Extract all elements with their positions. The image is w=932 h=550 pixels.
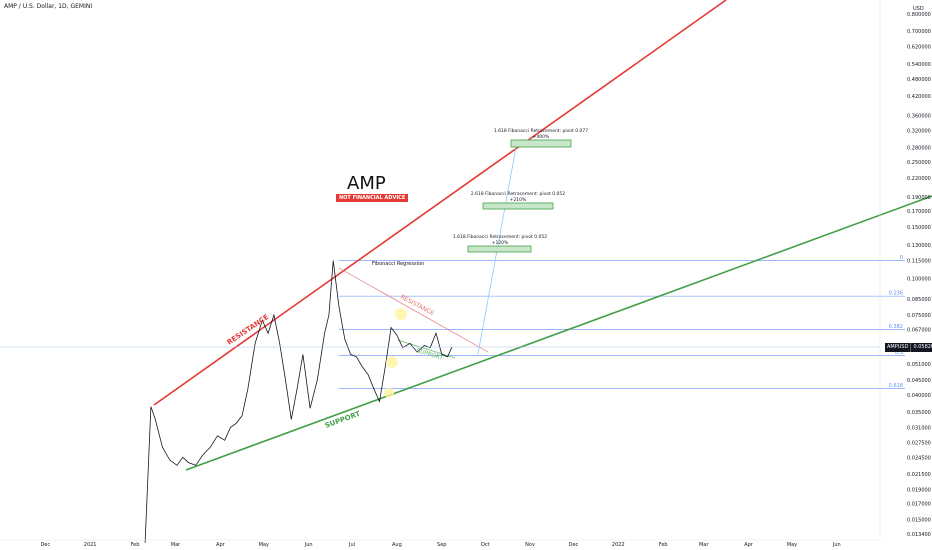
y-tick-label: 0.700000 — [907, 29, 931, 35]
y-tick-label: 0.480000 — [907, 77, 931, 83]
x-tick-label: Feb — [131, 542, 140, 548]
chart-annotation-title: AMP — [347, 173, 386, 194]
plot-area — [0, 0, 880, 540]
y-tick-label: 0.027500 — [907, 441, 931, 447]
y-tick-label: 0.250000 — [907, 160, 931, 166]
price-axis[interactable]: 0.800000 0.700000 0.620000 0.540000 0.480000… — [879, 0, 931, 540]
y-tick-label: 0.190000 — [907, 195, 931, 201]
y-tick-label: 0.320000 — [907, 129, 931, 135]
y-tick-label: 0.035000 — [907, 410, 931, 416]
y-tick-label: 0.360000 — [907, 114, 931, 120]
target-box-2 — [482, 202, 554, 210]
y-tick-label: 0.021500 — [907, 472, 931, 478]
y-tick-label: 0.150000 — [907, 225, 931, 231]
x-tick-label: Nov — [525, 542, 535, 548]
highlight-circle-1 — [395, 308, 407, 320]
highlight-circle-2 — [386, 356, 398, 368]
x-tick-label: Apr — [216, 542, 226, 548]
price-line — [144, 260, 453, 543]
currency-label: USD — [913, 6, 924, 12]
fib-level-label: 0.5 — [895, 350, 903, 356]
resistance-trendline — [153, 0, 727, 406]
x-tick-label: Dec — [40, 542, 50, 548]
target-box-1 — [510, 139, 572, 148]
x-tick-label: May — [259, 542, 269, 548]
target-2-label: 2.618 Fibonacci Retracement: pivot 0.052 — [471, 191, 565, 197]
y-tick-label: 0.017000 — [907, 502, 931, 508]
y-tick-label: 0.031000 — [907, 425, 931, 431]
highlight-circle-3 — [384, 388, 394, 398]
x-tick-label: Jun — [304, 542, 313, 548]
time-axis[interactable]: Dec 2021 Feb Mar Apr May Jun Jul Aug Sep Oct Nov Dec… — [0, 539, 880, 548]
minor-support-line — [397, 339, 456, 359]
y-tick-label: 0.115000 — [907, 259, 931, 265]
y-tick-label: 0.540000 — [907, 62, 931, 68]
y-tick-label: 0.019000 — [907, 488, 931, 494]
y-tick-label: 0.040000 — [907, 393, 931, 399]
x-tick-label: Jun — [832, 542, 841, 548]
minor-resistance-line — [338, 267, 489, 353]
x-tick-label: Mar — [699, 542, 709, 548]
x-tick-label: Aug — [392, 542, 402, 548]
y-tick-label: 0.280000 — [907, 145, 931, 151]
x-tick-label: Mar — [171, 542, 181, 548]
y-tick-label: 0.100000 — [907, 276, 931, 282]
support-trendline — [185, 195, 932, 471]
y-tick-label: 0.085000 — [907, 297, 931, 303]
target-box-3 — [467, 245, 532, 253]
x-tick-label: 2022 — [612, 542, 625, 548]
y-tick-label: 0.015000 — [907, 518, 931, 524]
x-tick-label: May — [787, 542, 797, 548]
target-1-label: 1.618 Fibonacci Retracement: pivot 0.077 — [494, 128, 588, 134]
fib-level-label: 0.382 — [889, 324, 903, 330]
y-tick-label: 0.130000 — [907, 243, 931, 249]
y-tick-label: 0.420000 — [907, 94, 931, 100]
x-tick-label: 2021 — [84, 542, 97, 548]
y-tick-label: 0.075000 — [907, 313, 931, 319]
y-tick-label: 0.013400 — [907, 532, 931, 538]
x-tick-label: Dec — [569, 542, 579, 548]
y-tick-label: 0.620000 — [907, 44, 931, 50]
price-series — [144, 260, 453, 543]
target-1-pct: +400% — [533, 134, 550, 140]
fib-level-label: 0.236 — [889, 291, 903, 297]
target-3-label: 1.618 Fibonacci Retracement: pivot 0.052 — [453, 234, 547, 240]
x-tick-label: Feb — [659, 542, 668, 548]
fib-level-label: 0.618 — [889, 383, 903, 389]
y-tick-label: 0.220000 — [907, 176, 931, 182]
y-tick-label: 0.800000 — [907, 12, 931, 18]
x-tick-label: Jul — [348, 542, 355, 548]
x-tick-label: Sep — [437, 542, 446, 548]
x-tick-label: Oct — [481, 542, 490, 548]
price-tag-value: 0.058200 — [910, 343, 932, 352]
price-tag-symbol: AMPUSD — [885, 343, 911, 352]
x-tick-label: Apr — [744, 542, 754, 548]
y-tick-label: 0.067000 — [907, 327, 931, 333]
fib-regression-label: Fibonacci Regression — [372, 261, 424, 267]
fibonacci-levels: 0 0.236 0.382 0.5 0.618 — [339, 255, 905, 389]
y-tick-label: 0.045000 — [907, 378, 931, 384]
disclaimer-badge: NOT FINANCIAL ADVICE — [336, 194, 409, 202]
y-tick-label: 0.051000 — [907, 362, 931, 368]
target-3-pct: +120% — [492, 240, 509, 246]
target-2-pct: +210% — [510, 197, 527, 203]
y-tick-label: 0.170000 — [907, 209, 931, 215]
price-tag: AMPUSD 0.058200 — [885, 343, 932, 352]
symbol-header: AMP / U.S. Dollar, 1D, GEMINI — [4, 3, 93, 10]
fib-level-label: 0 — [900, 255, 903, 261]
y-tick-label: 0.024500 — [907, 455, 931, 461]
